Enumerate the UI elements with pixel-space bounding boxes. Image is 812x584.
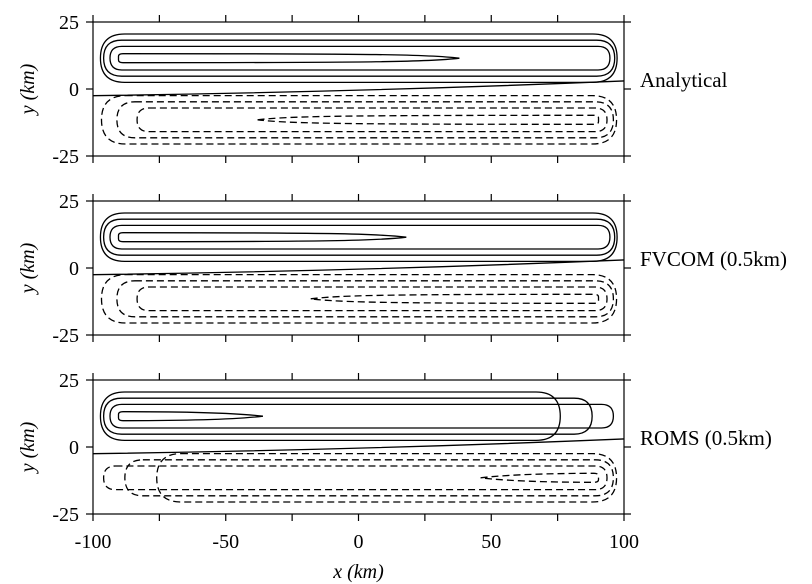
positive-contour-1 — [102, 218, 616, 256]
negative-contour-1 — [116, 101, 615, 139]
y-tick-label: -25 — [52, 504, 79, 526]
positive-contour-3 — [117, 411, 263, 422]
negative-contour-3 — [257, 114, 600, 125]
x-tick-label: -50 — [212, 531, 239, 553]
x-tick-label: 100 — [609, 531, 639, 553]
y-tick-label: 0 — [69, 258, 79, 280]
plot-frame — [92, 379, 625, 515]
positive-contour-3 — [117, 53, 460, 64]
panel-fvcom: 25 0 -25 y (km) FVCOM (0.5km) — [17, 191, 787, 347]
negative-contour-0 — [100, 94, 618, 145]
negative-contour-3 — [310, 293, 600, 304]
y-tick-label: 25 — [59, 12, 79, 34]
y-tick-label: 0 — [69, 79, 79, 101]
negative-contour-2 — [102, 465, 608, 491]
panel-analytical: 25 0 -25 y (km) Analytical — [17, 12, 728, 168]
y-axis-label: y (km) — [17, 421, 39, 474]
panel-roms: 25 0 -25 y (km) ROMS (0.5km) -100 -50 0 50 100 x (… — [17, 370, 772, 583]
zero-contour — [93, 438, 624, 455]
panel-label: FVCOM (0.5km) — [640, 247, 787, 271]
negative-contour-1 — [124, 459, 615, 497]
negative-contour-1 — [116, 280, 615, 318]
positive-contour-0 — [99, 391, 561, 442]
negative-contour-0 — [100, 273, 618, 324]
y-axis-label: y (km) — [17, 63, 39, 116]
x-tick-label: 50 — [481, 531, 501, 553]
positive-contour-1 — [102, 397, 593, 435]
x-axis-label: x (km) — [332, 561, 384, 583]
y-tick-label: 25 — [59, 191, 79, 213]
plot-frame — [92, 21, 625, 157]
y-tick-label: 25 — [59, 370, 79, 392]
positive-contour-3 — [117, 232, 407, 243]
y-axis-label: y (km) — [17, 242, 39, 295]
panel-label: Analytical — [640, 68, 728, 92]
positive-contour-0 — [99, 33, 618, 84]
negative-contour-3 — [480, 472, 600, 483]
positive-contour-1 — [102, 39, 616, 77]
zero-contour — [93, 80, 624, 97]
x-tick-label: 0 — [354, 531, 364, 553]
plot-frame — [92, 200, 625, 336]
negative-contour-0 — [156, 452, 618, 503]
y-tick-label: -25 — [52, 146, 79, 168]
panel-label: ROMS (0.5km) — [640, 426, 772, 450]
x-tick-label: -100 — [75, 531, 112, 553]
negative-contour-2 — [136, 107, 608, 133]
positive-contour-2 — [109, 403, 615, 429]
y-tick-label: -25 — [52, 325, 79, 347]
y-tick-label: 0 — [69, 437, 79, 459]
zero-contour — [93, 259, 624, 276]
positive-contour-2 — [109, 45, 611, 71]
negative-contour-2 — [136, 286, 608, 312]
positive-contour-2 — [109, 224, 611, 250]
positive-contour-0 — [99, 212, 618, 263]
